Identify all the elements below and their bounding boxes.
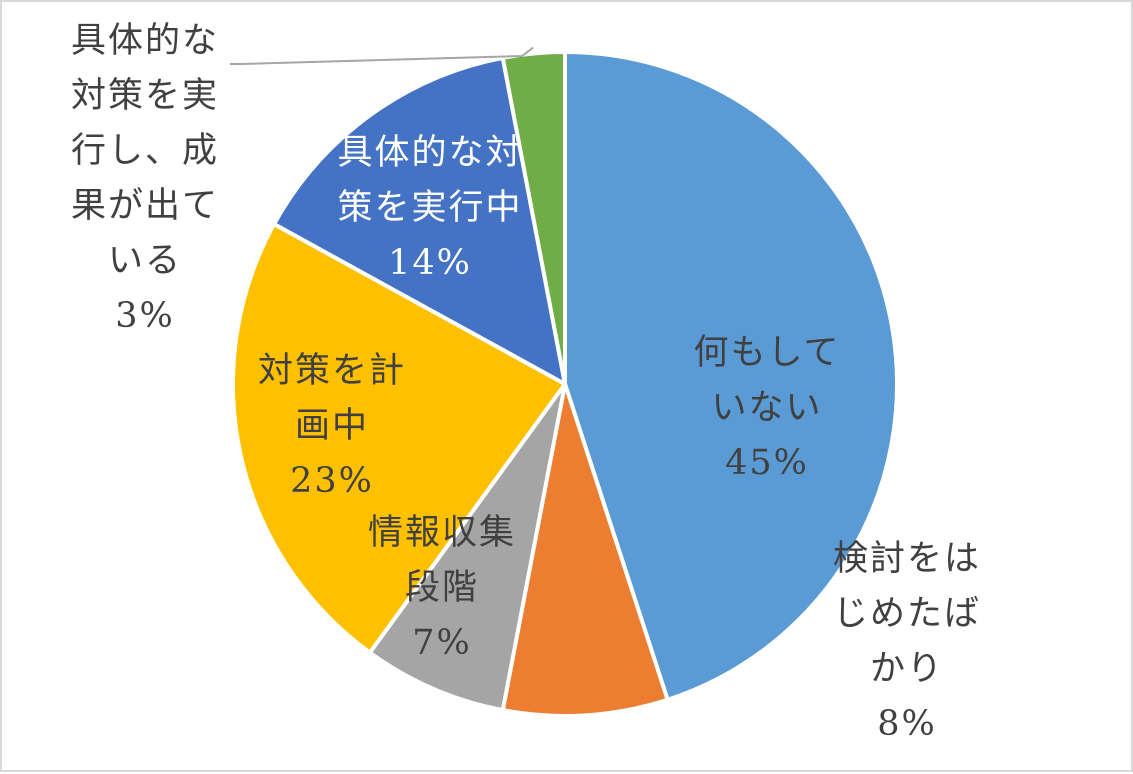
slice-label-line: 対策を計 bbox=[258, 351, 406, 391]
slice-value-label: 14% bbox=[388, 243, 472, 283]
pie-slice-0 bbox=[563, 50, 899, 702]
slice-label-line: 画中 bbox=[295, 406, 369, 446]
slice-value-label: 7% bbox=[412, 623, 472, 663]
slice-value-label: 23% bbox=[290, 461, 374, 501]
slice-label-line: 段階 bbox=[405, 568, 479, 608]
slice-label-3: 対策を計画中 23% bbox=[258, 351, 406, 501]
slice-label-0: 何もしていない 45% bbox=[694, 333, 841, 483]
slice-label-line: 果が出て bbox=[71, 186, 219, 226]
slice-label-line: 検討をは bbox=[833, 539, 981, 579]
slice-label-line: 行し、成 bbox=[71, 131, 219, 171]
slice-label-line: 何もして bbox=[694, 333, 841, 373]
slice-label-line: かり bbox=[870, 649, 944, 689]
pie-slices bbox=[231, 50, 899, 718]
slice-labels: 何もしていない 45% 検討をはじめたばかり 8% 情報収集段階 7% 対策を計画中 23% 具… bbox=[71, 21, 981, 744]
slice-label-line: じめたば bbox=[833, 594, 981, 634]
slice-label-1: 検討をはじめたばかり 8% bbox=[833, 539, 981, 744]
slice-label-line: 具体的な対 bbox=[337, 133, 522, 173]
pie-slice-2 bbox=[367, 382, 567, 713]
slice-label-line: 情報収集 bbox=[368, 513, 516, 553]
slice-label-2: 情報収集段階 7% bbox=[368, 513, 516, 663]
slice-value-label: 8% bbox=[877, 704, 937, 744]
slice-label-line: 策を実行中 bbox=[337, 188, 522, 228]
slice-label-line: 具体的な bbox=[71, 21, 219, 61]
slice-value-label: 45% bbox=[725, 443, 809, 483]
slice-label-line: 対策を実 bbox=[71, 76, 219, 116]
pie-slice-5 bbox=[500, 50, 567, 386]
pie-slice-1 bbox=[500, 382, 670, 718]
slice-label-5: 具体的な対策を実行し、成果が出ている 3% bbox=[71, 21, 219, 336]
leader-lines bbox=[230, 46, 534, 65]
pie-slice-3 bbox=[231, 222, 567, 655]
slice-label-line: いない bbox=[711, 388, 822, 428]
leader-line bbox=[230, 46, 534, 65]
slice-label-4: 具体的な対策を実行中 14% bbox=[337, 133, 522, 283]
pie-slice-4 bbox=[272, 55, 567, 386]
slice-value-label: 3% bbox=[115, 296, 175, 336]
slice-label-line: いる bbox=[108, 241, 182, 281]
